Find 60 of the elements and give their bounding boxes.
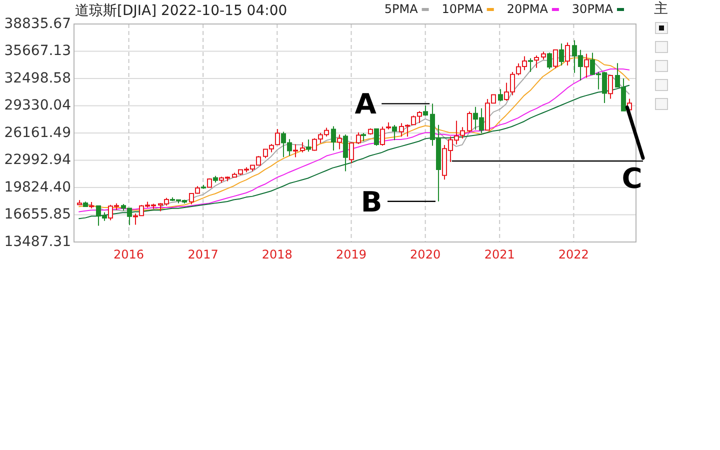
candlestick <box>565 42 570 66</box>
candlestick <box>541 51 546 60</box>
legend-label: 30PMA <box>572 2 614 16</box>
legend-label: 10PMA <box>442 2 484 16</box>
candlestick <box>467 111 472 133</box>
y-tick-label: 16655.85 <box>4 206 71 223</box>
candlestick <box>368 128 373 136</box>
y-tick-label: 13487.31 <box>4 234 71 250</box>
candlestick <box>380 126 385 146</box>
candlestick <box>386 122 391 130</box>
chart-title: 道琼斯[DJIA] 2022-10-15 04:00 <box>75 3 288 19</box>
legend-label: 20PMA <box>506 2 549 16</box>
candlestick <box>411 115 416 126</box>
x-tick-label: 2017 <box>188 247 218 262</box>
candlestick <box>207 178 212 188</box>
x-tick-label: 2022 <box>558 247 589 262</box>
y-tick-label: 32498.58 <box>4 70 71 86</box>
annotation: B <box>360 185 382 218</box>
candlestick <box>306 139 311 152</box>
candlestick <box>547 52 552 70</box>
candlestick <box>608 74 613 100</box>
candlestick <box>528 58 533 72</box>
y-tick-label: 38835.67 <box>4 16 71 32</box>
x-tick-label: 2021 <box>484 247 515 262</box>
candlestick <box>417 110 422 124</box>
candlestick <box>423 104 428 116</box>
y-tick-label: 35667.13 <box>4 43 71 60</box>
candlestick <box>343 134 348 172</box>
y-tick-label: 19824.40 <box>4 179 71 196</box>
candlestick <box>392 124 397 141</box>
y-tick-label: 29330.04 <box>4 98 72 114</box>
candlestick <box>584 53 589 78</box>
candlestick <box>498 88 503 102</box>
candlestick <box>553 48 558 69</box>
candlestick <box>374 128 379 146</box>
candlestick <box>300 142 305 153</box>
candlestick <box>213 175 218 183</box>
candlestick <box>83 201 88 208</box>
x-tick-label: 2019 <box>336 247 367 262</box>
candlestick <box>349 142 354 164</box>
candlestick <box>293 144 298 158</box>
candlestick <box>77 200 82 206</box>
x-tick-label: 2016 <box>114 247 144 262</box>
ref-line-label: C <box>622 162 642 196</box>
text: 主 <box>654 0 668 17</box>
candlestick <box>534 55 539 68</box>
x-tick-label: 2020 <box>410 247 441 262</box>
annotation: A <box>354 88 377 121</box>
candlestick <box>337 134 342 150</box>
candlestick <box>331 126 336 152</box>
candlestick <box>559 42 564 66</box>
candlestick <box>361 132 366 142</box>
candlestick <box>89 201 94 209</box>
y-tick-label: 26161.49 <box>4 124 71 141</box>
candlestick <box>356 132 361 145</box>
x-tick-label: 2018 <box>262 247 292 262</box>
y-tick-label: 22992.94 <box>4 152 72 168</box>
candlestick <box>275 128 280 146</box>
legend-label: 5PMA <box>384 2 419 16</box>
candlestick <box>201 184 206 190</box>
